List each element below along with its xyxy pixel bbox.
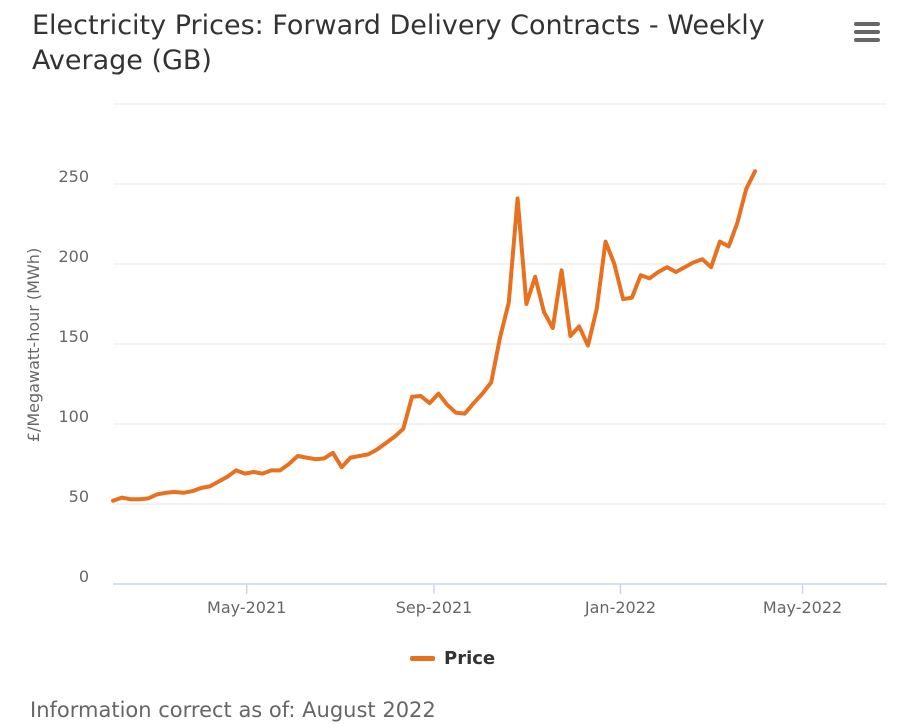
data-point [146,496,150,500]
data-point [727,244,731,248]
data-point [586,344,590,348]
data-point [296,454,300,458]
data-point [577,324,581,328]
data-point [305,456,309,460]
data-point [173,490,177,494]
data-point [709,265,713,269]
data-point [621,297,625,301]
data-point [111,499,115,503]
data-point [261,472,265,476]
data-point [340,465,344,469]
y-axis-ticks: 0 50 100 150 200 250 [58,167,89,586]
data-point [735,220,739,224]
legend-item-price[interactable]: Price [410,646,495,670]
data-point [436,392,440,396]
data-point [181,491,185,495]
data-point [190,489,194,493]
data-point [392,435,396,439]
data-point [366,452,370,456]
data-point [533,275,537,279]
data-point [639,273,643,277]
x-axis: May-2021 Sep-2021 Jan-2022 May-2022 [113,583,887,617]
data-point [542,310,546,314]
y-tick-label: 0 [79,567,89,586]
data-point [516,196,520,200]
data-point [560,268,564,272]
data-point [683,265,687,269]
footer-note: Information correct as of: August 2022 [30,698,436,722]
data-point [604,240,608,244]
data-point [630,296,634,300]
data-point [384,441,388,445]
data-point [489,380,493,384]
line-chart: 0 50 100 150 200 250 May-2021 Sep-2021 Jan-2022… [24,103,887,617]
data-point [665,265,669,269]
data-point [692,260,696,264]
data-point [252,470,256,474]
series-group [111,169,758,503]
data-point [648,276,652,280]
data-point [331,451,335,455]
legend-label: Price [444,647,496,669]
y-tick-label: 100 [58,407,89,426]
y-tick-label: 150 [58,327,89,346]
hamburger-menu-icon[interactable] [852,22,882,46]
data-point [428,401,432,405]
y-tick-label: 50 [69,487,89,506]
data-point [313,457,317,461]
chart-title: Electricity Prices: Forward Delivery Con… [32,10,765,76]
data-point [164,491,168,495]
y-axis-title: £/Megawatt-hour (MWh) [24,248,43,442]
data-point [129,497,133,501]
data-point [155,492,159,496]
data-point [322,456,326,460]
data-point [718,240,722,244]
data-point [656,270,660,274]
x-tick-label: Sep-2021 [396,598,473,617]
data-point [551,326,555,330]
data-point [568,334,572,338]
grid-lines [113,103,887,505]
data-point [217,480,221,484]
data-point [278,468,282,472]
data-point [674,270,678,274]
data-point [753,169,757,173]
data-point [472,401,476,405]
data-point [225,475,229,479]
data-point [454,411,458,415]
data-point [287,462,291,466]
data-point [480,392,484,396]
data-point [595,307,599,311]
data-point [612,262,616,266]
data-point [208,484,212,488]
series-line-price [111,169,758,503]
data-point [269,468,273,472]
data-point [524,302,528,306]
data-point [744,187,748,191]
data-point [199,486,203,490]
data-point [445,403,449,407]
x-tick-label: May-2022 [763,598,842,617]
data-point [463,412,467,416]
data-point [507,300,511,304]
data-point [234,468,238,472]
y-tick-label: 200 [58,247,89,266]
data-point [700,257,704,261]
data-point [401,427,405,431]
data-point [357,454,361,458]
data-point [120,496,124,500]
data-point [410,395,414,399]
data-point [243,472,247,476]
x-tick-label: Jan-2022 [584,598,656,617]
data-point [375,448,379,452]
data-point [348,456,352,460]
data-point [137,497,141,501]
data-point [498,336,502,340]
x-tick-label: May-2021 [207,598,286,617]
data-point [419,394,423,398]
legend-swatch [410,655,435,661]
y-tick-label: 250 [58,167,89,186]
